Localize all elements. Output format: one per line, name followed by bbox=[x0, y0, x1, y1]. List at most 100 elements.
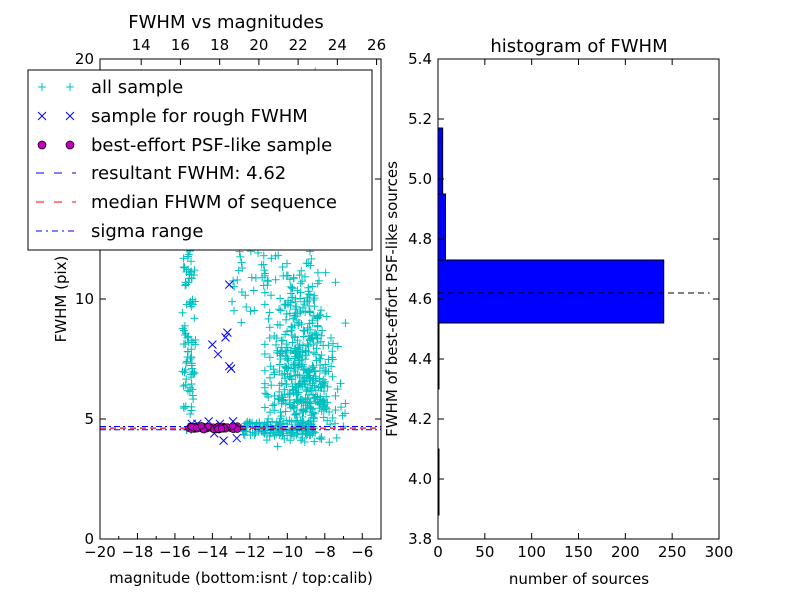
all-sample-point bbox=[183, 386, 192, 395]
all-sample-point bbox=[276, 347, 285, 356]
all-sample-point bbox=[282, 379, 291, 388]
all-sample-point bbox=[187, 345, 196, 354]
all-sample-point bbox=[300, 300, 309, 309]
left-y-tick-labels: 05101520 bbox=[75, 50, 94, 548]
all-sample-point bbox=[332, 433, 341, 442]
all-sample-point bbox=[185, 274, 194, 283]
all-sample-point bbox=[333, 342, 342, 351]
all-sample-point bbox=[179, 326, 188, 335]
all-sample-point bbox=[178, 308, 187, 317]
left-top-tick-label: 16 bbox=[171, 36, 190, 54]
left-top-tick-label: 26 bbox=[367, 36, 386, 54]
all-sample-point bbox=[326, 333, 335, 342]
all-sample-point bbox=[246, 307, 255, 316]
all-sample-point bbox=[323, 398, 332, 407]
all-sample-point bbox=[315, 399, 324, 408]
all-sample-point bbox=[237, 258, 246, 267]
all-sample-point bbox=[281, 363, 290, 372]
all-sample-point bbox=[184, 250, 193, 259]
all-sample-point bbox=[291, 312, 300, 321]
all-sample-point bbox=[286, 298, 295, 307]
all-sample-point bbox=[292, 383, 301, 392]
all-sample-point bbox=[263, 281, 272, 290]
left-top-tick-label: 18 bbox=[210, 36, 229, 54]
all-sample-point bbox=[316, 382, 325, 391]
all-sample-point bbox=[233, 275, 242, 284]
all-sample-point bbox=[299, 332, 308, 341]
legend-entry-median-fwhm: median FHWM of sequence bbox=[91, 192, 337, 213]
all-sample-point bbox=[297, 266, 306, 275]
all-sample-point bbox=[293, 429, 302, 438]
right-y-tick-labels: 3.8 4.0 4.2 4.4 4.6 4.8 5.0 5.2 5.4 bbox=[408, 50, 432, 548]
all-sample-point bbox=[305, 319, 314, 328]
all-sample-point bbox=[328, 413, 337, 422]
rough-fwhm-point-b bbox=[221, 333, 230, 342]
all-sample-point bbox=[331, 406, 340, 415]
all-sample-point bbox=[179, 382, 188, 391]
all-sample-point bbox=[301, 346, 310, 355]
all-sample-point bbox=[266, 429, 275, 438]
all-sample-point bbox=[313, 339, 322, 348]
all-sample-point bbox=[303, 323, 312, 332]
left-x-tick-label: −18 bbox=[122, 543, 154, 561]
all-sample-point bbox=[286, 372, 295, 381]
all-sample-point bbox=[264, 392, 273, 401]
all-sample-point bbox=[265, 323, 274, 332]
all-sample-point bbox=[320, 387, 329, 396]
all-sample-point bbox=[184, 338, 193, 347]
all-sample-point bbox=[295, 340, 304, 349]
all-sample-point bbox=[282, 340, 291, 349]
all-sample-point bbox=[286, 282, 295, 291]
left-top-tick-label: 14 bbox=[132, 36, 151, 54]
all-sample-point bbox=[301, 355, 310, 364]
all-sample-point bbox=[303, 340, 312, 349]
left-x-tick-label: −20 bbox=[84, 543, 116, 561]
all-sample-point bbox=[181, 339, 190, 348]
all-sample-point bbox=[288, 293, 297, 302]
all-sample-point bbox=[309, 340, 318, 349]
all-sample-point bbox=[277, 379, 286, 388]
all-sample-point bbox=[303, 383, 312, 392]
legend-marker-circle bbox=[65, 140, 75, 150]
all-sample-point bbox=[299, 373, 308, 382]
all-sample-point bbox=[302, 385, 311, 394]
all-sample-point bbox=[181, 380, 190, 389]
all-sample-point bbox=[310, 294, 319, 303]
legend-marker-cross-b bbox=[37, 111, 47, 121]
all-sample-point bbox=[302, 366, 311, 375]
all-sample-point bbox=[304, 283, 313, 292]
all-sample-point bbox=[228, 297, 237, 306]
all-sample-point bbox=[321, 360, 330, 369]
all-sample-point bbox=[179, 254, 188, 263]
legend-markers bbox=[36, 83, 76, 232]
all-sample-point bbox=[266, 373, 275, 382]
right-y-tick-label: 4.8 bbox=[408, 230, 432, 248]
all-sample-point bbox=[293, 336, 302, 345]
all-sample-point bbox=[308, 390, 317, 399]
all-sample-point bbox=[311, 397, 320, 406]
all-sample-point bbox=[300, 378, 309, 387]
all-sample-point bbox=[188, 295, 197, 304]
all-sample-point bbox=[305, 431, 314, 440]
all-sample-point bbox=[296, 279, 305, 288]
all-sample-point bbox=[288, 338, 297, 347]
psf-sample-point bbox=[218, 425, 226, 433]
all-sample-point bbox=[182, 358, 191, 367]
all-sample-point bbox=[249, 286, 258, 295]
all-sample-point bbox=[250, 430, 259, 439]
all-sample-point bbox=[295, 371, 304, 380]
all-sample-point bbox=[309, 295, 318, 304]
all-sample-point bbox=[310, 302, 319, 311]
left-y-tick-label: 10 bbox=[75, 290, 94, 308]
left-top-tick-label: 22 bbox=[289, 36, 308, 54]
all-sample-point bbox=[295, 353, 304, 362]
all-sample-point bbox=[280, 385, 289, 394]
all-sample-point bbox=[302, 387, 311, 396]
all-sample-point bbox=[190, 369, 199, 378]
all-sample-point bbox=[267, 254, 276, 263]
all-sample-point bbox=[278, 336, 287, 345]
all-sample-point bbox=[241, 291, 250, 300]
all-sample-point bbox=[308, 361, 317, 370]
all-sample-point bbox=[328, 347, 337, 356]
all-sample-point bbox=[288, 323, 297, 332]
